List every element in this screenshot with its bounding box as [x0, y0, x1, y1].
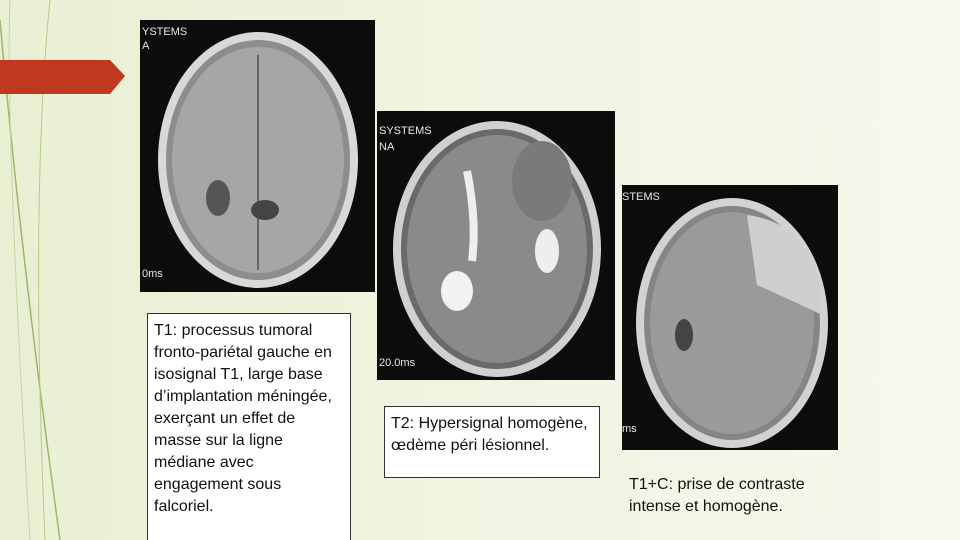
overlay-text: 20.0ms — [379, 357, 416, 369]
mri-t1: YSTEMS A 0ms — [140, 20, 375, 292]
decoration — [0, 0, 125, 540]
overlay-text: ms — [622, 423, 637, 435]
overlay-text: A — [142, 40, 150, 52]
caption: T2: Hypersignal homogène, œdème péri lés… — [384, 406, 600, 478]
mri-t2: SYSTEMS NA 20.0ms — [377, 111, 615, 380]
mri-t1c: STEMS ms — [622, 185, 838, 450]
overlay-text: YSTEMS — [142, 26, 188, 38]
caption: T1: processus tumoral fronto-pariétal ga… — [147, 313, 351, 540]
overlay-text: STEMS — [622, 191, 660, 203]
caption: T1+C: prise de contraste intense et homo… — [629, 476, 805, 515]
overlay-text: NA — [379, 141, 395, 153]
overlay-text: 0ms — [142, 268, 163, 280]
overlay-text: SYSTEMS — [379, 125, 432, 137]
